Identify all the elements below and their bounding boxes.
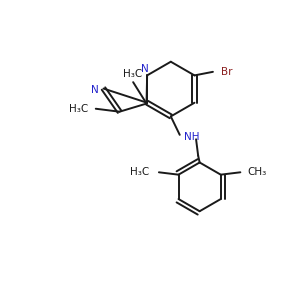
Text: H₃C: H₃C xyxy=(69,104,88,114)
Text: NH: NH xyxy=(184,132,200,142)
Text: N: N xyxy=(141,64,148,74)
Text: H₃C: H₃C xyxy=(130,167,149,177)
Text: N: N xyxy=(91,85,98,95)
Text: H₃C: H₃C xyxy=(123,69,142,79)
Text: Br: Br xyxy=(221,67,232,77)
Text: CH₃: CH₃ xyxy=(248,167,267,177)
